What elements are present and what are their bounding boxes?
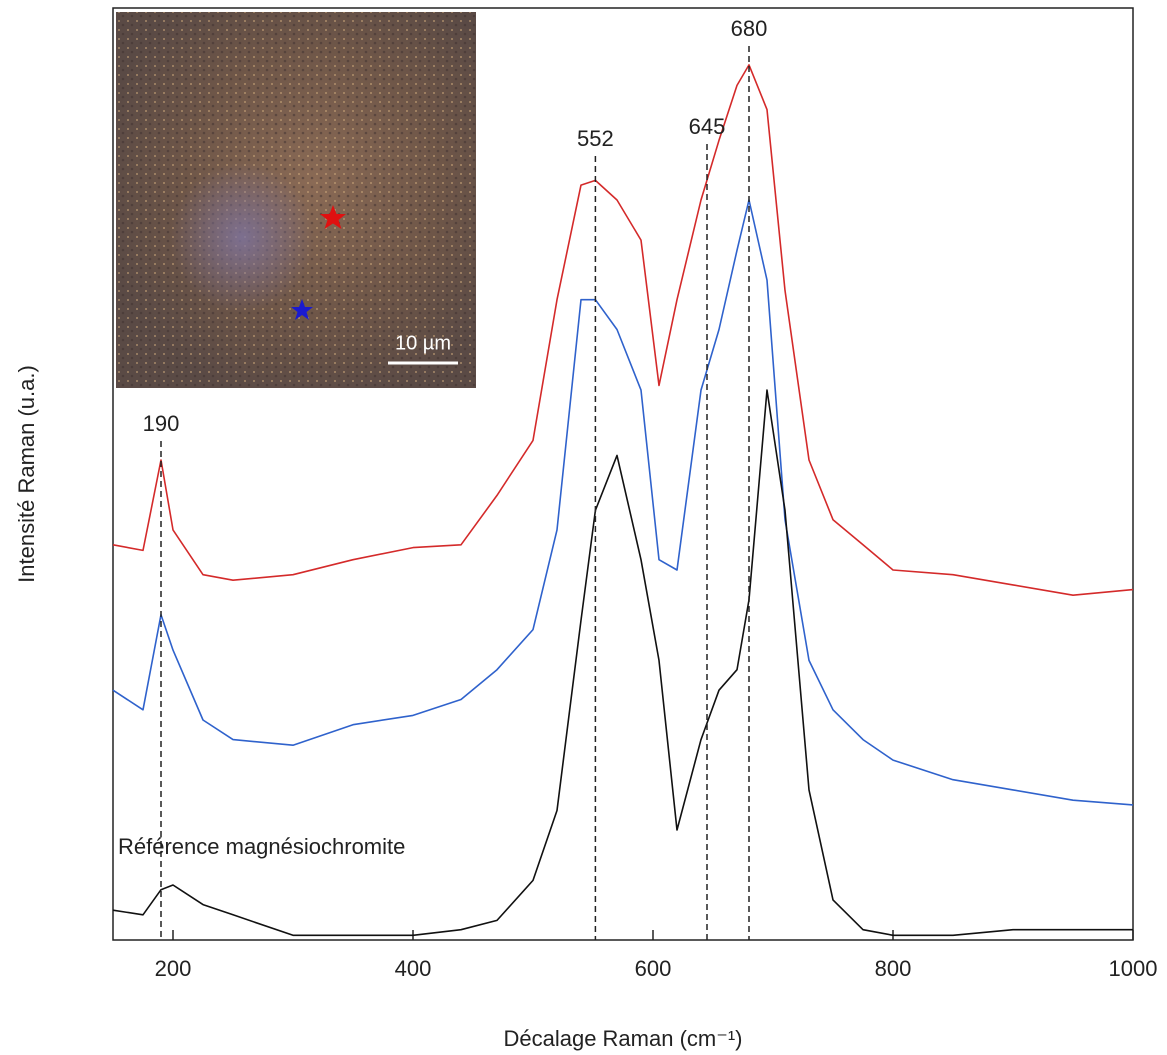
x-tick-label: 1000	[1109, 956, 1158, 981]
peak-label: 552	[577, 126, 614, 151]
spectrum-line	[112, 64, 1134, 596]
inset-tint	[116, 12, 476, 388]
x-axis-label: Décalage Raman (cm⁻¹)	[503, 1026, 742, 1051]
micrograph-inset: 10 µm	[116, 12, 476, 388]
peak-label: 680	[731, 16, 768, 41]
x-tick-label: 400	[395, 956, 432, 981]
peak-label: 645	[689, 114, 726, 139]
scale-bar-label: 10 µm	[395, 332, 451, 354]
peak-label: 190	[143, 411, 180, 436]
x-tick-label: 200	[155, 956, 192, 981]
red-star	[320, 205, 346, 229]
x-tick-label: 600	[635, 956, 672, 981]
plot-frame	[112, 7, 1134, 941]
y-axis-label: Intensité Raman (u.a.)	[14, 365, 39, 583]
x-tick-label: 800	[875, 956, 912, 981]
spectrum-line	[112, 199, 1134, 806]
spectrum-line	[112, 389, 1133, 937]
blue-star	[291, 299, 313, 320]
annotation: Référence magnésiochromite	[118, 834, 405, 859]
